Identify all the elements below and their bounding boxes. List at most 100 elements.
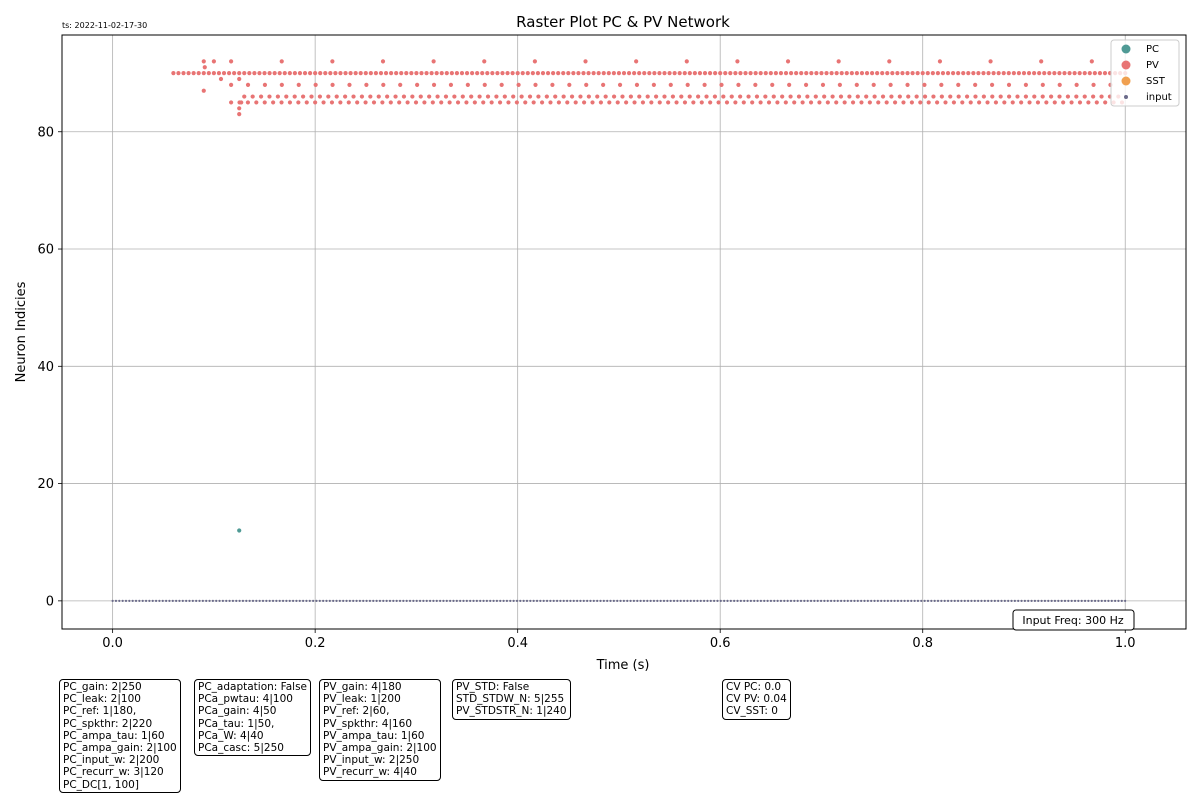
pv-spike xyxy=(229,100,234,105)
pv-spike xyxy=(287,71,292,76)
input-spike xyxy=(552,599,555,602)
param-line: PV_recurr_w: 4|40 xyxy=(323,766,417,779)
input-spike xyxy=(175,599,178,602)
input-spike xyxy=(388,599,392,602)
pv-spike xyxy=(768,71,773,76)
pv-spike xyxy=(1015,94,1020,99)
input-spike xyxy=(1063,599,1067,602)
pv-spike xyxy=(1049,94,1054,99)
input-spike xyxy=(178,599,181,602)
input-spike xyxy=(412,599,415,602)
pv-spike xyxy=(766,100,772,105)
pv-spike xyxy=(721,94,726,99)
input-spike xyxy=(231,599,235,602)
pv-spike xyxy=(611,71,616,76)
pv-spike xyxy=(279,59,284,64)
pv-spike xyxy=(393,94,398,99)
pv-spike xyxy=(783,100,788,105)
pv-spike xyxy=(211,59,216,64)
input-spike xyxy=(893,599,896,602)
pv-spike xyxy=(415,82,420,87)
input-spike xyxy=(703,599,706,602)
input-spike xyxy=(873,599,876,602)
pv-spike xyxy=(302,71,308,76)
y-tick-label: 60 xyxy=(37,243,54,258)
input-spike xyxy=(903,599,906,602)
pv-spike xyxy=(940,71,946,76)
input-spike xyxy=(1023,599,1026,602)
input-spike xyxy=(188,599,191,602)
pv-spike xyxy=(813,94,818,99)
param-line: PC_leak: 2|100 xyxy=(63,693,141,706)
pv-spike xyxy=(771,94,776,99)
input-spike xyxy=(896,599,900,602)
pv-std-params-box: PV_STD: False STD_STDW_N: 5|255 PV_STDSTR_… xyxy=(452,679,571,720)
input-spike xyxy=(686,599,689,602)
input-spike xyxy=(1124,599,1127,602)
pv-spike xyxy=(735,59,740,64)
pv-spike xyxy=(662,71,667,76)
input-spike xyxy=(1037,599,1040,602)
pv-spike xyxy=(758,71,763,76)
pv-spike xyxy=(584,82,589,87)
pv-spike xyxy=(304,100,309,105)
input-spike xyxy=(228,599,231,602)
input-spike xyxy=(930,599,933,602)
input-spike xyxy=(522,599,525,602)
pv-spike xyxy=(348,71,353,76)
pv-spike xyxy=(237,112,242,117)
pv-spike xyxy=(991,71,996,76)
pv-spike xyxy=(399,71,404,76)
input-spike xyxy=(723,599,726,602)
input-spike xyxy=(469,599,472,602)
input-spike xyxy=(134,599,138,602)
input-spike xyxy=(459,599,462,602)
pv-spike xyxy=(279,82,284,87)
pv-spike xyxy=(733,71,738,76)
param-line: PV_STD: False xyxy=(456,681,530,693)
pv-spike xyxy=(922,82,927,87)
legend-label-pv: PV xyxy=(1146,60,1159,71)
input-spike xyxy=(622,599,626,602)
input-spike xyxy=(609,599,612,602)
pv-spike xyxy=(859,71,865,76)
pv-spike xyxy=(1057,82,1062,87)
pv-spike xyxy=(1091,82,1096,87)
pv-spike xyxy=(632,100,637,105)
input-spike xyxy=(191,599,194,602)
pv-spike xyxy=(621,71,627,76)
input-spike xyxy=(642,599,646,602)
input-spike xyxy=(205,599,208,602)
pv-spike xyxy=(783,71,789,76)
pv-spike xyxy=(935,71,941,76)
pv-spike xyxy=(373,71,379,76)
pv-spike xyxy=(232,71,237,76)
pv-spike xyxy=(272,71,277,76)
pv-spike xyxy=(405,100,410,105)
pv-spike xyxy=(515,71,520,76)
pv-spike xyxy=(598,100,604,105)
legend: PC PV SST input xyxy=(1110,39,1180,107)
pv-spike xyxy=(535,71,541,76)
input-spike xyxy=(342,599,345,602)
input-spike xyxy=(1053,599,1057,602)
input-spike xyxy=(375,599,378,602)
input-spike xyxy=(666,599,669,602)
pv-spike xyxy=(460,94,465,99)
pv-spike xyxy=(1099,94,1104,99)
pv-spike xyxy=(887,59,892,64)
pv-spike xyxy=(724,100,730,105)
pv-spike xyxy=(257,71,262,76)
input-spike xyxy=(308,599,311,602)
input-spike xyxy=(682,599,686,602)
pv-spike xyxy=(1032,94,1037,99)
pv-spike xyxy=(292,71,297,76)
input-spike xyxy=(1114,599,1117,602)
input-spike xyxy=(679,599,682,602)
pv-spike xyxy=(489,100,494,105)
input-spike xyxy=(823,599,826,602)
input-spike xyxy=(793,599,796,602)
input-spike xyxy=(392,599,395,602)
input-spike xyxy=(1087,599,1090,602)
pv-spike xyxy=(201,59,206,64)
